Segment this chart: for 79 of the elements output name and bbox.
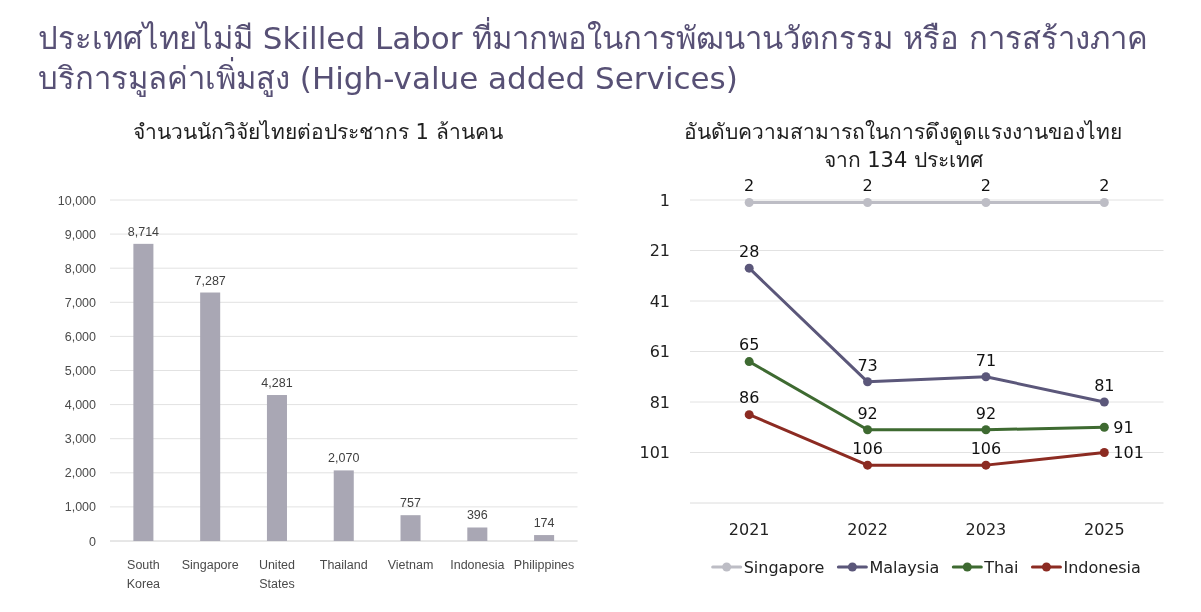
y-tick-label: 1 xyxy=(659,190,670,210)
data-label: 2 xyxy=(861,176,873,196)
y-tick-label: 4,000 xyxy=(64,398,97,413)
data-label: 81 xyxy=(1093,375,1114,395)
data-label: 101 xyxy=(1112,443,1144,463)
y-tick-label: 21 xyxy=(649,241,670,261)
point xyxy=(862,425,872,435)
point xyxy=(744,263,754,273)
point xyxy=(1099,397,1109,407)
legend-label: Thai xyxy=(982,557,1018,577)
bar xyxy=(200,292,221,541)
point xyxy=(980,198,990,208)
data-label: 174 xyxy=(533,516,555,531)
point xyxy=(744,198,754,208)
data-label: 73 xyxy=(856,355,878,375)
data-label: 2,070 xyxy=(328,451,360,466)
point xyxy=(862,198,872,208)
text: ประเทศไทยไม่มี Skilled Labor ที่มากพอในการพัฒนานวัตกรรม หรือ การสร้างภาคบริการมูลค่าเพิ่มสูง (High-value added Services) xyxy=(38,18,1150,98)
x-tick-label: 2023 xyxy=(965,519,1006,539)
data-label: 86 xyxy=(738,388,759,408)
point xyxy=(862,377,872,387)
y-tick-label: 2,000 xyxy=(64,466,97,481)
bar xyxy=(133,243,154,541)
point xyxy=(1099,422,1109,432)
data-label: 396 xyxy=(466,508,488,523)
data-label: 106 xyxy=(851,438,883,458)
bar xyxy=(400,515,421,541)
point xyxy=(980,372,990,382)
data-label: 2 xyxy=(980,176,991,196)
y-tick-label: 81 xyxy=(649,392,670,412)
data-label: 2 xyxy=(1098,176,1109,196)
point xyxy=(862,460,872,470)
bar xyxy=(534,535,555,541)
x-tick-label: 2022 xyxy=(846,519,888,539)
bar xyxy=(266,395,287,541)
y-tick-label: 8,000 xyxy=(64,261,97,276)
y-tick-label: 61 xyxy=(649,342,670,362)
x-tick-label: Vietnam xyxy=(387,557,434,572)
data-label: 71 xyxy=(975,350,996,370)
y-tick-label: 5,000 xyxy=(64,364,97,378)
x-tick-label: 2021 xyxy=(728,519,770,539)
y-tick-label: 10,000 xyxy=(57,193,97,208)
data-label: 8,714 xyxy=(127,224,160,239)
y-tick-label: 1,000 xyxy=(64,500,97,515)
data-label: 4,281 xyxy=(261,376,293,391)
data-label: 28 xyxy=(738,241,759,261)
legend-label: Malaysia xyxy=(868,557,939,577)
data-label: 757 xyxy=(400,496,422,511)
data-label: 92 xyxy=(975,403,996,423)
data-label: 106 xyxy=(970,438,1001,458)
x-tick-label: Thailand xyxy=(319,557,368,572)
chart-title: อันดับความสามารถในการดึงดูดแรงงานของไทย จาก 134 ประเทศ xyxy=(683,119,1124,174)
y-tick-label: 41 xyxy=(649,291,670,311)
point xyxy=(980,460,990,470)
data-label: 2 xyxy=(743,176,754,196)
y-tick-label: 9,000 xyxy=(64,227,97,242)
x-tick-label: Indonesia xyxy=(450,557,505,572)
x-tick-label: Singapore xyxy=(181,557,239,572)
x-tick-label: 2025 xyxy=(1083,519,1125,539)
y-tick-label: 101 xyxy=(638,443,670,463)
point xyxy=(1099,448,1109,457)
point xyxy=(744,357,754,367)
point xyxy=(980,425,990,435)
point xyxy=(744,410,754,420)
y-tick-label: 6,000 xyxy=(64,329,97,344)
y-tick-label: 7,000 xyxy=(64,295,97,310)
y-tick-label: 0 xyxy=(89,534,97,549)
y-tick-label: 3,000 xyxy=(64,432,97,447)
x-tick-label: Philippines xyxy=(513,557,575,572)
x-tick-label: United States xyxy=(258,557,296,591)
data-label: 92 xyxy=(856,403,878,423)
data-label: 7,287 xyxy=(194,273,226,288)
point xyxy=(1099,198,1109,208)
data-label: 91 xyxy=(1112,418,1134,438)
bar xyxy=(333,470,354,541)
bar xyxy=(467,527,488,541)
chart-title: จำนวนนักวิจัยไทยต่อประชากร 1 ล้านคน xyxy=(131,119,504,146)
data-label: 65 xyxy=(738,335,759,355)
x-tick-label: South Korea xyxy=(126,557,161,591)
